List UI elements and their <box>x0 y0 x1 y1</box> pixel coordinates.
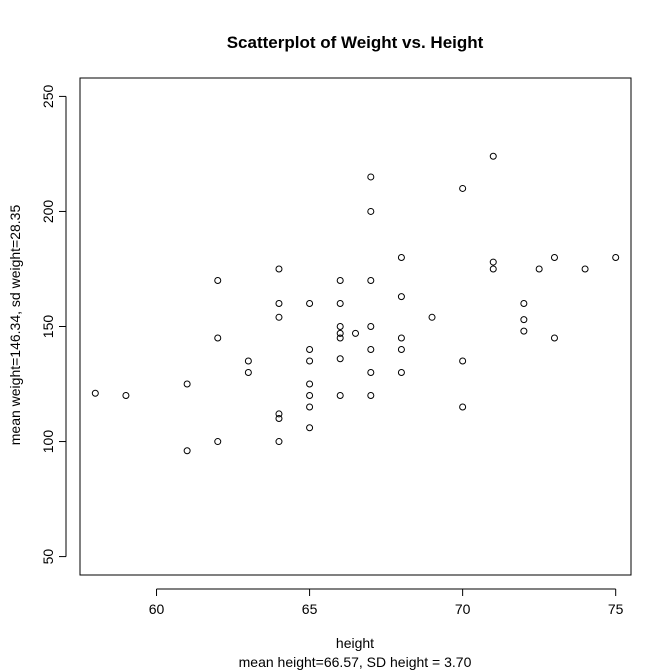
y-tick-label: 250 <box>40 85 56 109</box>
data-point <box>336 299 344 307</box>
data-point <box>459 403 467 411</box>
data-point <box>550 253 558 261</box>
data-point <box>397 334 405 342</box>
data-point <box>306 392 314 400</box>
y-tick-label: 200 <box>40 200 56 224</box>
data-point <box>306 357 314 365</box>
y-axis-label: mean weight=146.34, sd weight=28.35 <box>7 205 23 446</box>
data-point <box>459 184 467 192</box>
plot-area-frame <box>79 77 632 576</box>
data-point <box>183 447 191 455</box>
data-point <box>336 329 344 337</box>
data-point <box>367 392 375 400</box>
data-point <box>352 329 359 337</box>
y-tick-label: 50 <box>40 549 56 565</box>
data-point <box>459 357 467 365</box>
data-point <box>367 207 375 215</box>
data-point <box>367 276 375 284</box>
data-point <box>275 299 283 307</box>
data-point <box>367 323 375 330</box>
data-point <box>275 410 283 418</box>
data-point <box>336 334 344 342</box>
data-point <box>520 299 528 307</box>
data-point <box>275 415 283 423</box>
data-point <box>336 276 344 284</box>
data-point <box>520 327 528 335</box>
data-point <box>336 392 344 400</box>
x-tick-label: 70 <box>455 601 471 617</box>
data-point <box>306 424 314 432</box>
data-point <box>244 369 252 377</box>
data-point <box>489 265 497 273</box>
data-point <box>367 173 375 181</box>
data-point <box>397 253 405 261</box>
data-point <box>428 313 436 321</box>
data-point <box>275 265 283 273</box>
data-point <box>535 265 543 273</box>
data-point <box>214 276 222 284</box>
chart-title: Scatterplot of Weight vs. Height <box>227 33 484 52</box>
data-point <box>367 346 375 354</box>
x-tick-label: 60 <box>149 601 165 617</box>
data-point <box>306 299 314 307</box>
data-point <box>489 152 497 160</box>
data-point <box>91 389 99 397</box>
data-points <box>91 152 620 455</box>
x-tick-label: 65 <box>302 601 318 617</box>
data-point <box>550 334 558 342</box>
data-point <box>367 369 375 377</box>
data-point <box>214 334 222 342</box>
data-point <box>306 346 314 354</box>
data-point <box>122 392 130 400</box>
data-point <box>520 316 528 324</box>
data-point <box>306 380 314 388</box>
y-tick-label: 150 <box>40 315 56 339</box>
data-point <box>336 323 344 330</box>
x-tick-label: 75 <box>608 601 624 617</box>
data-point <box>336 355 344 363</box>
x-axis: 60 65 70 75 <box>149 588 624 617</box>
x-axis-sublabel: mean height=66.57, SD height = 3.70 <box>239 654 472 670</box>
data-point <box>275 438 283 446</box>
x-axis-label: height <box>336 635 374 651</box>
data-point <box>397 369 405 377</box>
data-point <box>244 357 252 365</box>
data-point <box>489 258 497 266</box>
data-point <box>397 346 405 354</box>
data-point <box>183 380 191 388</box>
y-tick-label: 100 <box>40 430 56 454</box>
data-point <box>214 438 222 446</box>
data-point <box>581 265 589 273</box>
y-axis: 50 100 150 200 250 <box>40 85 67 565</box>
data-point <box>612 253 620 261</box>
data-point <box>397 293 405 301</box>
data-point <box>275 313 283 321</box>
data-point <box>306 403 314 411</box>
